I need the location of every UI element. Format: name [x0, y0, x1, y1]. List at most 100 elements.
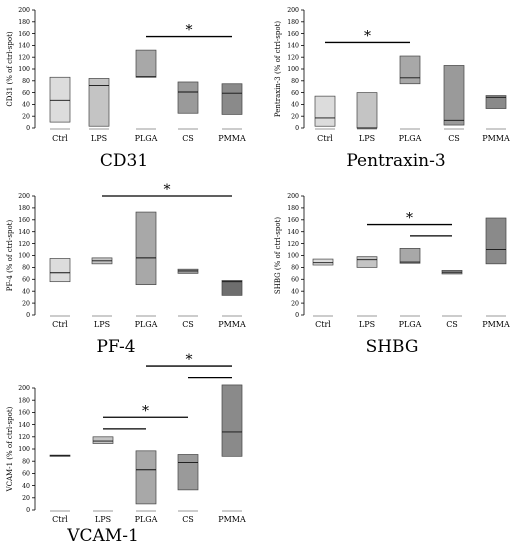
panel-title: VCAM-1 [66, 526, 139, 546]
y-tick-label: 120 [18, 434, 30, 441]
y-tick-label: 200 [18, 385, 30, 392]
box-ctrl [314, 95, 336, 127]
y-tick-label: 100 [287, 66, 299, 73]
y-tick-label: 200 [287, 7, 299, 14]
y-tick-label: 20 [22, 300, 30, 307]
box-cs [177, 454, 199, 491]
category-label-plga: PLGA [135, 320, 158, 329]
box-plga [135, 211, 157, 286]
box-ctrl [49, 76, 71, 123]
y-tick-label: 20 [291, 113, 299, 120]
y-tick-label: 120 [287, 241, 299, 248]
category-label-lps: LPS [91, 134, 107, 143]
box-pmma [221, 280, 243, 296]
y-tick-label: 160 [18, 31, 30, 38]
y-axis-label: CD31 (% of ctrl-spot) [6, 31, 14, 107]
box-ctrl [49, 258, 71, 283]
y-axis-label: Pentraxin-3 (% of ctrl-spot) [274, 21, 282, 118]
y-tick-label: 40 [291, 102, 299, 109]
y-tick-label: 40 [22, 288, 30, 295]
y-tick-label: 200 [18, 193, 30, 200]
y-tick-label: 160 [287, 31, 299, 38]
box-plga [135, 450, 157, 505]
y-tick-label: 20 [291, 300, 299, 307]
box-plga [135, 49, 157, 78]
y-tick-label: 120 [287, 54, 299, 61]
y-tick-label: 0 [295, 125, 299, 132]
y-axis-label: PF-4 (% of ctrl-spot) [6, 220, 14, 292]
category-label-cs: CS [446, 320, 458, 329]
y-tick-label: 200 [287, 193, 299, 200]
y-tick-label: 160 [287, 217, 299, 224]
panel-cd31: 0 20 40 60 80 100 120 140 160 180 200 CD31 (% of ct… [6, 7, 246, 171]
category-label-plga: PLGA [399, 320, 422, 329]
y-tick-label: 60 [291, 90, 299, 97]
significance-star: * [186, 23, 193, 39]
category-label-plga: PLGA [135, 134, 158, 143]
category-label-pmma: PMMA [482, 320, 510, 329]
panel-title: PF-4 [96, 337, 135, 357]
category-label-ctrl: Ctrl [52, 134, 68, 143]
y-tick-label: 180 [287, 19, 299, 26]
box-cs [443, 65, 465, 126]
category-label-cs: CS [182, 515, 194, 524]
y-tick-label: 40 [291, 288, 299, 295]
category-label-plga: PLGA [399, 134, 422, 143]
significance-star: * [364, 28, 371, 44]
y-tick-label: 200 [18, 7, 30, 14]
y-tick-label: 160 [18, 217, 30, 224]
y-tick-label: 180 [287, 205, 299, 212]
y-tick-label: 60 [22, 277, 30, 284]
y-tick-label: 60 [22, 90, 30, 97]
y-tick-label: 100 [287, 253, 299, 260]
panel-pentraxin-3: 0 20 40 60 80 100 120 140 160 180 200 Pentraxin-3 (… [274, 7, 510, 171]
y-axis-label: VCAM-1 (% of ctrl-spot) [6, 406, 14, 492]
box-lps [92, 436, 114, 444]
y-tick-label: 140 [18, 422, 30, 429]
category-label-pmma: PMMA [218, 134, 246, 143]
box-plga [399, 248, 421, 264]
y-tick-label: 140 [287, 229, 299, 236]
category-label-cs: CS [182, 134, 194, 143]
box-plga [399, 55, 421, 85]
box-pmma [221, 83, 243, 115]
y-tick-label: 120 [18, 241, 30, 248]
panel-vcam-1: 0 20 40 60 80 100 120 140 160 180 200 VCAM-1 (% of … [6, 352, 246, 546]
category-label-ctrl: Ctrl [52, 320, 68, 329]
y-tick-label: 100 [18, 66, 30, 73]
category-label-plga: PLGA [135, 515, 158, 524]
box-ctrl [312, 258, 334, 266]
category-label-pmma: PMMA [218, 515, 246, 524]
category-label-cs: CS [448, 134, 460, 143]
y-axis-label: SHBG (% of ctrl-spot) [274, 217, 282, 294]
y-tick-label: 0 [26, 125, 30, 132]
y-tick-label: 20 [22, 495, 30, 502]
box-lps [356, 256, 378, 268]
box-pmma [485, 95, 507, 109]
significance-star: * [142, 403, 149, 419]
significance-star: * [406, 211, 413, 227]
y-tick-label: 20 [22, 113, 30, 120]
y-tick-label: 140 [287, 43, 299, 50]
category-label-lps: LPS [359, 134, 375, 143]
significance-star: * [164, 182, 171, 198]
box-lps [356, 92, 378, 129]
panel-title: Pentraxin-3 [346, 151, 445, 171]
y-tick-label: 80 [291, 78, 299, 85]
y-tick-label: 0 [26, 312, 30, 319]
y-tick-label: 80 [22, 458, 30, 465]
box-cs [177, 81, 199, 114]
y-tick-label: 80 [22, 78, 30, 85]
y-tick-label: 180 [18, 205, 30, 212]
y-tick-label: 160 [18, 410, 30, 417]
significance-star: * [186, 352, 193, 368]
y-tick-label: 40 [22, 102, 30, 109]
category-label-pmma: PMMA [482, 134, 510, 143]
y-tick-label: 60 [291, 277, 299, 284]
box-pmma [221, 384, 243, 457]
y-tick-label: 140 [18, 229, 30, 236]
y-tick-label: 100 [18, 253, 30, 260]
panel-shbg: 0 20 40 60 80 100 120 140 160 180 200 SHBG (% of ct… [274, 193, 510, 357]
y-tick-label: 80 [22, 265, 30, 272]
